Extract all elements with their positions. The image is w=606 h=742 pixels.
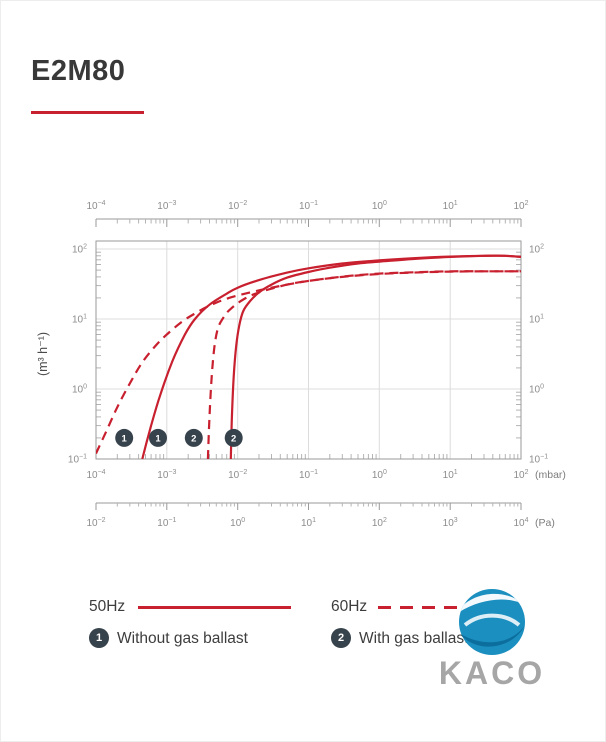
kaco-logo: KACO	[430, 585, 554, 692]
curve-s60-gas-ballast	[206, 270, 521, 460]
tick-label: 10−1	[157, 517, 176, 529]
plot-border	[95, 240, 522, 460]
pa-axis: 10−2 10−1 100 101 102 103 104 (Pa)	[86, 502, 555, 529]
legend-marker-1-badge: 1	[89, 628, 109, 648]
tick-label: 10−1	[299, 469, 318, 481]
tick-label: 101	[443, 469, 458, 481]
kaco-logo-text: KACO	[438, 655, 546, 691]
tick-label: 10−3	[157, 469, 176, 481]
tick-label: 102	[72, 244, 87, 256]
tick-label: 10−4	[86, 200, 105, 212]
logo-swirl-icon	[459, 593, 525, 647]
legend-60hz-line	[378, 606, 521, 609]
tick-label: 102	[513, 200, 528, 212]
tick-label: 10−4	[86, 469, 105, 481]
tick-label: 10−3	[157, 200, 176, 212]
top-pressure-axis: 10−4 10−3 10−2 10−1 100 101 102	[86, 200, 529, 227]
tick-label: 10−2	[228, 469, 247, 481]
kaco-logo-mark	[459, 589, 525, 655]
y-axis-title: (m³ h⁻¹)	[36, 332, 50, 376]
minor-tick-layer	[96, 251, 521, 459]
tick-label: 10−1	[529, 454, 548, 466]
tick-label: 10−1	[68, 454, 87, 466]
legend-marker-2-badge: 2	[331, 628, 351, 648]
legend-60hz-label: 60Hz	[331, 598, 368, 615]
tick-label: 100	[230, 517, 245, 529]
tick-label: 102	[513, 469, 528, 481]
tick-label: 102	[372, 517, 387, 529]
tick-label: 10−2	[228, 200, 247, 212]
svg-text:2: 2	[231, 433, 236, 444]
tick-label: 104	[513, 517, 528, 529]
y-axis-labels: 10−1 10−1 100 100 101 101 102 102	[68, 244, 548, 466]
tick-label: 101	[529, 314, 544, 326]
title-underline	[31, 111, 144, 114]
tick-label: 100	[372, 200, 387, 212]
tick-label: 101	[72, 314, 87, 326]
legend-50hz-line	[138, 606, 291, 609]
tick-label: 10−2	[86, 517, 105, 529]
svg-text:1: 1	[122, 433, 128, 444]
tick-label: 100	[72, 384, 87, 396]
curve-s50-gas-ballast	[229, 254, 521, 460]
svg-text:2: 2	[191, 433, 196, 444]
svg-text:1: 1	[155, 433, 161, 444]
tick-label: 101	[301, 517, 316, 529]
legend-50hz-label: 50Hz	[89, 598, 126, 615]
curves-layer	[96, 254, 521, 460]
tick-label: 100	[529, 384, 544, 396]
tick-label: 101	[443, 200, 458, 212]
tick-label: 102	[529, 244, 544, 256]
curve-markers: 1 1 2 2	[115, 428, 243, 447]
logo-globe-icon	[459, 589, 525, 655]
tick-label: 10−1	[299, 200, 318, 212]
curve-s50-no-ballast	[141, 254, 521, 460]
mbar-unit-label: (mbar)	[535, 469, 566, 481]
tick-label: 100	[372, 469, 387, 481]
grid-layer	[95, 241, 522, 460]
legend-marker-2-text: With gas ballast	[359, 630, 469, 647]
page-title: E2M80	[31, 55, 126, 87]
pa-unit-label: (Pa)	[535, 517, 555, 529]
tick-label: 103	[443, 517, 458, 529]
legend-marker-1-text: Without gas ballast	[117, 630, 248, 647]
mbar-axis-labels: 10−4 10−3 10−2 10−1 100 101 102 (mbar)	[86, 469, 565, 481]
